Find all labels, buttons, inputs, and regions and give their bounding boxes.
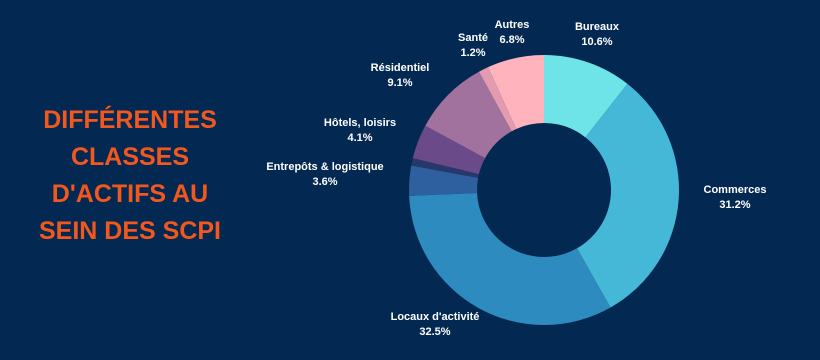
slice-label: Entrepôts & logistique bbox=[266, 161, 383, 173]
slice-label: Autres bbox=[495, 19, 530, 31]
chart-title: DIFFÉRENTES bbox=[43, 105, 217, 134]
slice-value-label: 3.6% bbox=[312, 176, 337, 188]
slice-label: Résidentiel bbox=[371, 62, 430, 74]
donut-slice bbox=[577, 83, 679, 308]
slice-label: Hôtels, loisirs bbox=[324, 117, 396, 129]
donut-slice bbox=[409, 165, 479, 196]
chart-title: D'ACTIFS AU bbox=[52, 180, 208, 208]
donut-slice bbox=[409, 192, 611, 325]
slice-value-label: 31.2% bbox=[719, 199, 750, 211]
chart-title: SEIN DES SCPI bbox=[39, 217, 221, 245]
donut-slice bbox=[478, 67, 517, 132]
chart-title: CLASSES bbox=[71, 143, 189, 171]
slice-value-label: 4.1% bbox=[347, 132, 372, 144]
slice-label: Locaux d'activité bbox=[391, 311, 480, 323]
donut-slice bbox=[488, 55, 544, 130]
slice-label: Commerces bbox=[704, 184, 767, 196]
slice-value-label: 9.1% bbox=[387, 77, 412, 89]
donut-slice bbox=[425, 71, 512, 159]
slice-value-label: 10.6% bbox=[581, 36, 612, 48]
slice-value-label: 6.8% bbox=[499, 34, 524, 46]
slice-value-label: 32.5% bbox=[419, 326, 450, 338]
donut-slice bbox=[411, 158, 479, 178]
slice-label: Santé bbox=[458, 32, 488, 44]
donut-slice bbox=[544, 55, 628, 138]
donut-slice bbox=[412, 125, 486, 175]
slice-label: Bureaux bbox=[575, 21, 620, 33]
slice-value-label: 1.2% bbox=[460, 47, 485, 59]
